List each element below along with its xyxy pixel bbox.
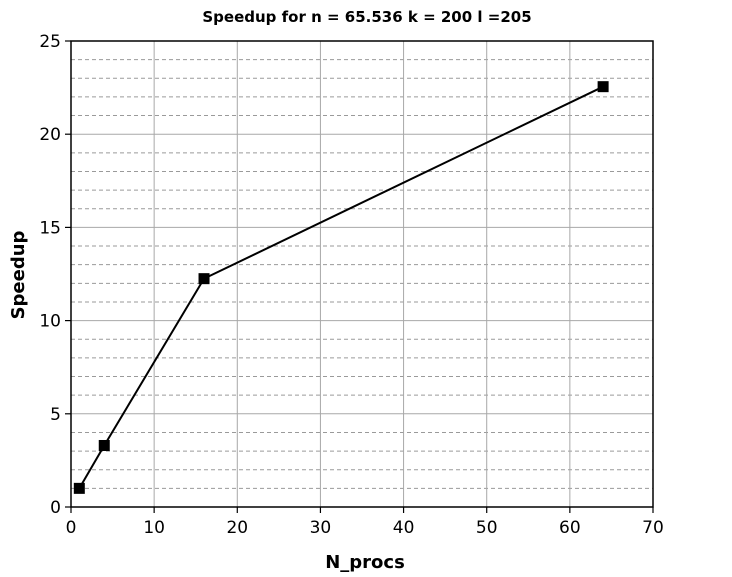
data-point-marker	[597, 81, 609, 93]
x-tick-label: 10	[143, 518, 165, 538]
chart-title: Speedup for n = 65.536 k = 200 l =205	[202, 8, 531, 26]
y-tick-label: 20	[39, 125, 61, 145]
y-tick-label: 10	[39, 312, 61, 332]
x-tick-label: 0	[66, 518, 77, 538]
x-tick-label: 60	[559, 518, 581, 538]
x-tick-label: 70	[642, 518, 664, 538]
data-point-marker	[198, 273, 210, 285]
y-axis-label: Speedup	[8, 230, 29, 319]
plot-area	[70, 40, 654, 508]
data-point-marker	[73, 482, 85, 494]
series-line	[78, 85, 604, 489]
x-tick-label: 20	[226, 518, 248, 538]
data-series	[73, 81, 609, 494]
y-tick-label: 0	[50, 498, 61, 518]
grid-lines	[71, 41, 653, 507]
x-tick-label: 40	[393, 518, 415, 538]
y-tick-label: 15	[39, 218, 61, 238]
y-tick-label: 25	[39, 32, 61, 52]
x-tick-label: 30	[310, 518, 332, 538]
data-point-marker	[98, 439, 110, 451]
axis-ticks: 0 5 10 15 20 25 0 10 20 30 40 50 60 70	[39, 32, 663, 538]
x-axis-label: N_procs	[325, 552, 405, 573]
x-tick-label: 50	[476, 518, 498, 538]
y-tick-label: 5	[50, 405, 61, 425]
